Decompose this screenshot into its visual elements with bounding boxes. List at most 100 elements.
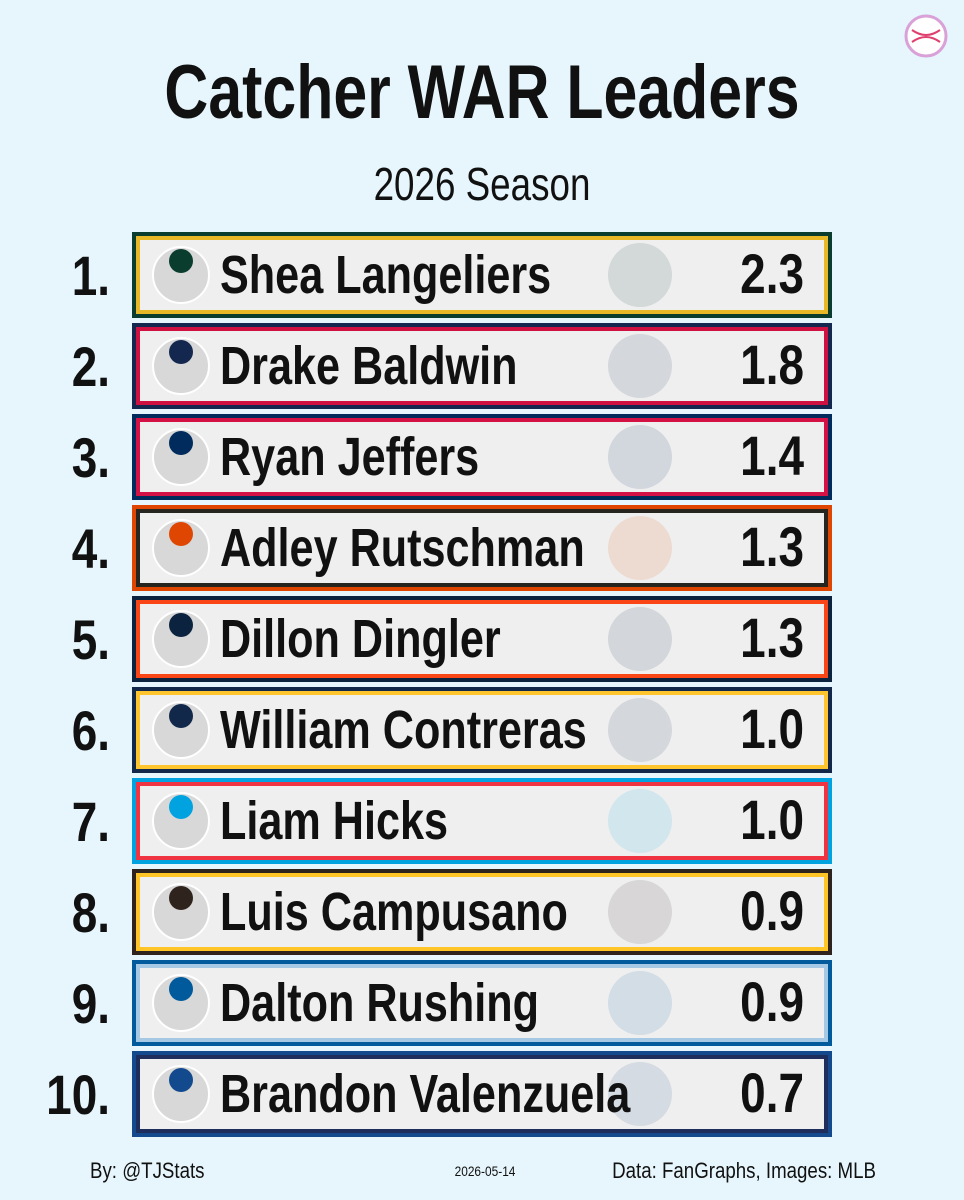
row-panel [140, 331, 824, 401]
war-group: 1.0 [740, 698, 804, 760]
player-name: William Contreras [220, 701, 587, 761]
name-group: Adley Rutschman [220, 519, 585, 579]
war-value: 1.0 [740, 698, 804, 760]
row: 4. Adley Rutschman 1.3 [72, 505, 832, 591]
war-value: 2.3 [740, 243, 804, 305]
row: 2. Drake Baldwin 1.8 [72, 323, 832, 409]
team-logo [608, 880, 672, 944]
team-logo [608, 334, 672, 398]
row-panel [140, 1059, 824, 1129]
name-group: Dillon Dingler [220, 610, 501, 670]
war-value: 1.0 [740, 789, 804, 851]
rank: 7. [72, 791, 110, 853]
rank: 1. [72, 245, 110, 307]
date: 2026-05-14 [455, 1163, 516, 1179]
source-group: Data: FanGraphs, Images: MLB [612, 1160, 876, 1184]
name-group: Luis Campusano [220, 883, 568, 943]
source: Data: FanGraphs, Images: MLB [612, 1160, 876, 1184]
team-logo [608, 243, 672, 307]
row: 6. William Contreras 1.0 [72, 687, 832, 773]
row: 3. Ryan Jeffers 1.4 [72, 414, 832, 500]
name-group: William Contreras [220, 701, 587, 761]
rows: 1. Shea Langeliers 2.3 2. Drake Baldwin 1.8 3.… [46, 232, 832, 1137]
rank-group: 5. [72, 609, 110, 671]
rank-group: 7. [72, 791, 110, 853]
title-group: Catcher WAR Leaders [164, 50, 799, 135]
war-group: 1.0 [740, 789, 804, 851]
rank: 5. [72, 609, 110, 671]
headshot [152, 610, 210, 668]
row: 7. Liam Hicks 1.0 [72, 778, 832, 864]
rank-group: 1. [72, 245, 110, 307]
logo [904, 14, 948, 58]
headshot [152, 883, 210, 941]
subtitle: 2026 Season [374, 158, 591, 210]
rank: 8. [72, 882, 110, 944]
player-name: Luis Campusano [220, 883, 568, 943]
headshot [152, 428, 210, 486]
rank: 10. [46, 1064, 110, 1126]
row: 9. Dalton Rushing 0.9 [72, 960, 832, 1046]
row: 8. Luis Campusano 0.9 [72, 869, 832, 955]
credit-group: By: @TJStats [90, 1160, 205, 1184]
row-panel [140, 604, 824, 674]
team-logo [608, 971, 672, 1035]
rank-group: 4. [72, 518, 110, 580]
rank-group: 9. [72, 973, 110, 1035]
credit: By: @TJStats [90, 1160, 205, 1184]
rank-group: 8. [72, 882, 110, 944]
war-group: 1.8 [740, 334, 804, 396]
player-name: Ryan Jeffers [220, 428, 479, 488]
name-group: Ryan Jeffers [220, 428, 479, 488]
row-panel [140, 513, 824, 583]
team-logo [608, 425, 672, 489]
war-group: 1.3 [740, 607, 804, 669]
headshot [152, 337, 210, 395]
player-name: Brandon Valenzuela [220, 1065, 631, 1125]
player-name: Liam Hicks [220, 792, 448, 852]
headshot [152, 246, 210, 304]
row-panel [140, 240, 824, 310]
subtitle-group: 2026 Season [374, 158, 591, 210]
row: 5. Dillon Dingler 1.3 [72, 596, 832, 682]
team-logo [608, 516, 672, 580]
rank: 4. [72, 518, 110, 580]
headshot-cap [169, 522, 193, 546]
title: Catcher WAR Leaders [164, 50, 799, 135]
war-value: 0.9 [740, 971, 804, 1033]
row-panel [140, 877, 824, 947]
player-name: Dillon Dingler [220, 610, 501, 670]
war-group: 1.3 [740, 516, 804, 578]
team-logo [608, 789, 672, 853]
headshot [152, 519, 210, 577]
name-group: Shea Langeliers [220, 246, 551, 306]
headshot-cap [169, 1068, 193, 1092]
headshot-cap [169, 431, 193, 455]
headshot [152, 1065, 210, 1123]
player-name: Shea Langeliers [220, 246, 551, 306]
headshot [152, 701, 210, 759]
war-group: 0.9 [740, 971, 804, 1033]
war-value: 1.3 [740, 516, 804, 578]
name-group: Brandon Valenzuela [220, 1065, 631, 1125]
row-panel [140, 695, 824, 765]
row: 1. Shea Langeliers 2.3 [72, 232, 832, 318]
team-logo [608, 698, 672, 762]
headshot [152, 792, 210, 850]
rank: 3. [72, 427, 110, 489]
rank-group: 2. [72, 336, 110, 398]
headshot-cap [169, 704, 193, 728]
rank-group: 3. [72, 427, 110, 489]
team-logo [608, 1062, 672, 1126]
war-value: 0.9 [740, 880, 804, 942]
headshot-cap [169, 340, 193, 364]
war-value: 1.4 [740, 425, 804, 487]
headshot-cap [169, 977, 193, 1001]
player-name: Dalton Rushing [220, 974, 539, 1034]
name-group: Dalton Rushing [220, 974, 539, 1034]
headshot-cap [169, 249, 193, 273]
war-group: 1.4 [740, 425, 804, 487]
rank-group: 6. [72, 700, 110, 762]
row: 10. Brandon Valenzuela 0.7 [46, 1051, 832, 1137]
